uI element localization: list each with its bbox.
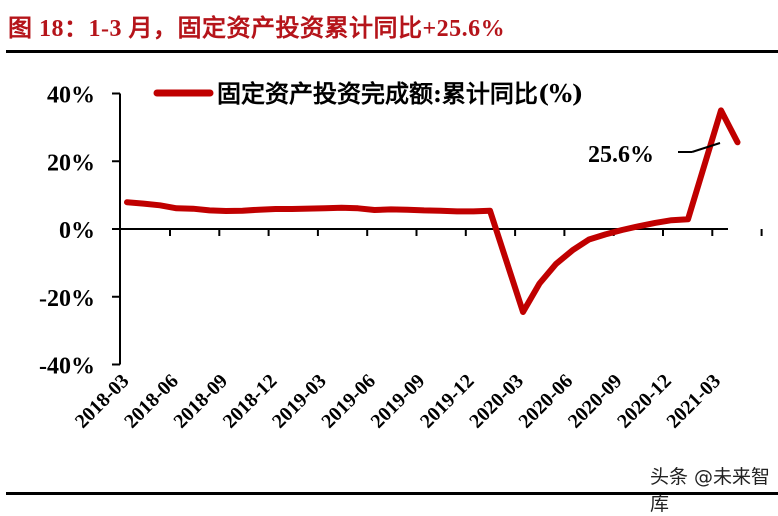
legend-label: 固定资产投资完成额:累计同比(%) <box>217 79 583 108</box>
x-tick-label: 2020-09 <box>564 370 627 433</box>
bottom-rule <box>6 492 778 495</box>
x-tick-label: 2019-03 <box>268 370 331 433</box>
x-tick-label: 2018-12 <box>219 370 282 433</box>
figure-title: 图 18：1-3 月，固定资产投资累计同比+25.6% <box>8 16 506 42</box>
x-tick-label: 2021-03 <box>662 370 725 433</box>
x-tick-label: 2019-06 <box>317 370 380 433</box>
x-tick-label: 2018-09 <box>169 370 232 433</box>
series-line <box>124 107 741 315</box>
y-tick-label: 40% <box>47 83 95 109</box>
x-tick-label: 2020-12 <box>613 370 676 433</box>
y-axis: 40% 20% 0% -20% -40% <box>39 83 121 380</box>
x-tick-label: 2020-06 <box>515 370 578 433</box>
x-tick-label: 2019-09 <box>367 370 430 433</box>
watermark: 头条 @未来智库 <box>650 462 778 516</box>
annotation-leader <box>691 142 721 153</box>
x-axis: 2018-032018-062018-092018-122019-032019-… <box>71 228 763 433</box>
annotation: 25.6% <box>588 142 721 168</box>
x-tick-label: 2019-12 <box>416 370 479 433</box>
line-chart: 40% 20% 0% -20% -40% 2018-032018-062018-0920… <box>39 79 763 433</box>
legend: 固定资产投资完成额:累计同比(%) <box>153 79 583 108</box>
y-tick-label: 0% <box>59 218 95 244</box>
title-rule <box>6 50 778 53</box>
annotation-label: 25.6% <box>588 142 654 168</box>
x-tick-label: 2020-03 <box>465 370 528 433</box>
y-tick-label: -40% <box>39 354 95 380</box>
y-tick-label: 20% <box>47 150 95 176</box>
x-tick-label: 2018-06 <box>120 370 183 433</box>
y-tick-label: -20% <box>39 286 95 312</box>
